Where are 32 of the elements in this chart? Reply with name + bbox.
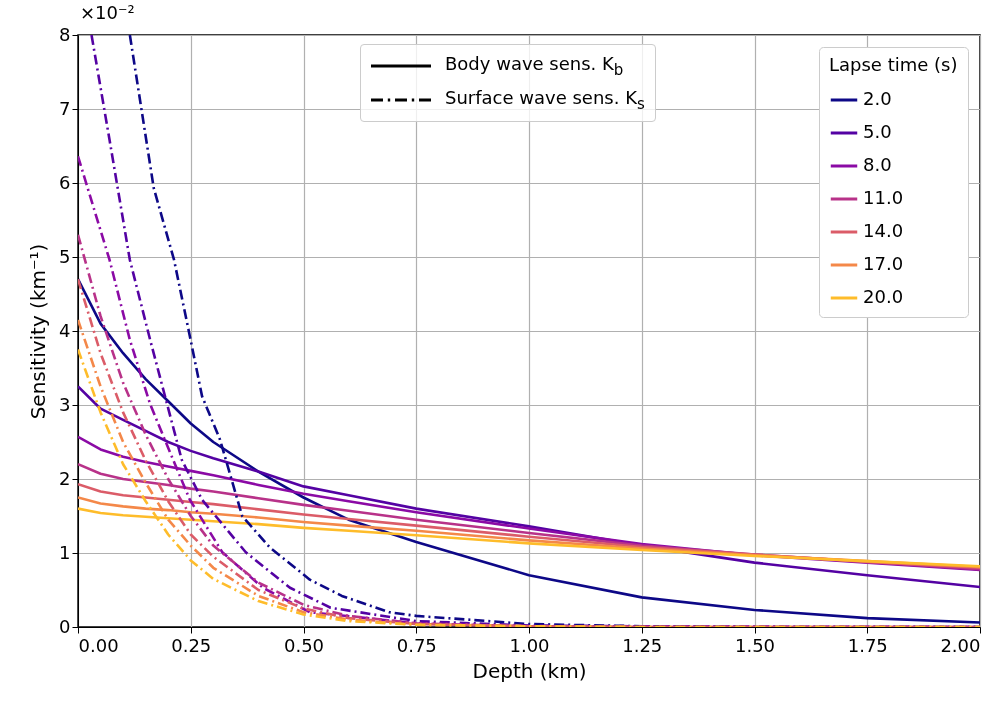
y-tick-label: 7 [59, 97, 71, 119]
legend-label: 17.0 [863, 253, 904, 274]
y-tick-label: 3 [59, 393, 71, 415]
stroke-style-legend: Body wave sens. K$_{b}$ Surface wave sens. K$_{s}$ [360, 44, 656, 122]
x-tick-label: 0.00 [78, 634, 119, 656]
y-tick-label: 8 [59, 23, 71, 45]
y-tick-label: 1 [59, 541, 71, 563]
y-axis-title: Sensitivity (km⁻¹) [26, 243, 51, 420]
x-tick-label: 0.75 [396, 634, 437, 656]
legend-label: 11.0 [863, 187, 904, 208]
y-tick-label: 5 [59, 245, 71, 267]
legend-label: 20.0 [863, 286, 904, 307]
y-tick-label: 6 [59, 171, 71, 193]
y-tick-label: 4 [59, 319, 71, 341]
x-tick-label: 1.25 [622, 634, 663, 656]
y-tick-label: 2 [59, 467, 71, 489]
legend-title: Lapse time (s) [829, 54, 958, 75]
legend-label: 5.0 [863, 121, 892, 142]
annotation: Body wave sens. K$_{b}$ [445, 53, 624, 79]
text: ×10⁻² [80, 2, 135, 23]
y-tick-label: 0 [59, 615, 71, 637]
x-tick-label: 0.25 [171, 634, 212, 656]
x-tick-label: 2.00 [940, 634, 981, 656]
legend-label: 2.0 [863, 88, 892, 109]
legend-label: 8.0 [863, 154, 892, 175]
annotation: Surface wave sens. K$_{s}$ [445, 87, 645, 113]
x-tick-label: 0.50 [283, 634, 325, 656]
legend-label: 14.0 [863, 220, 904, 241]
x-axis-title: Depth (km) [472, 658, 587, 683]
x-tick-label: 1.00 [509, 634, 550, 656]
x-tick-label: 1.75 [847, 634, 888, 656]
x-tick-label: 1.50 [734, 634, 776, 656]
